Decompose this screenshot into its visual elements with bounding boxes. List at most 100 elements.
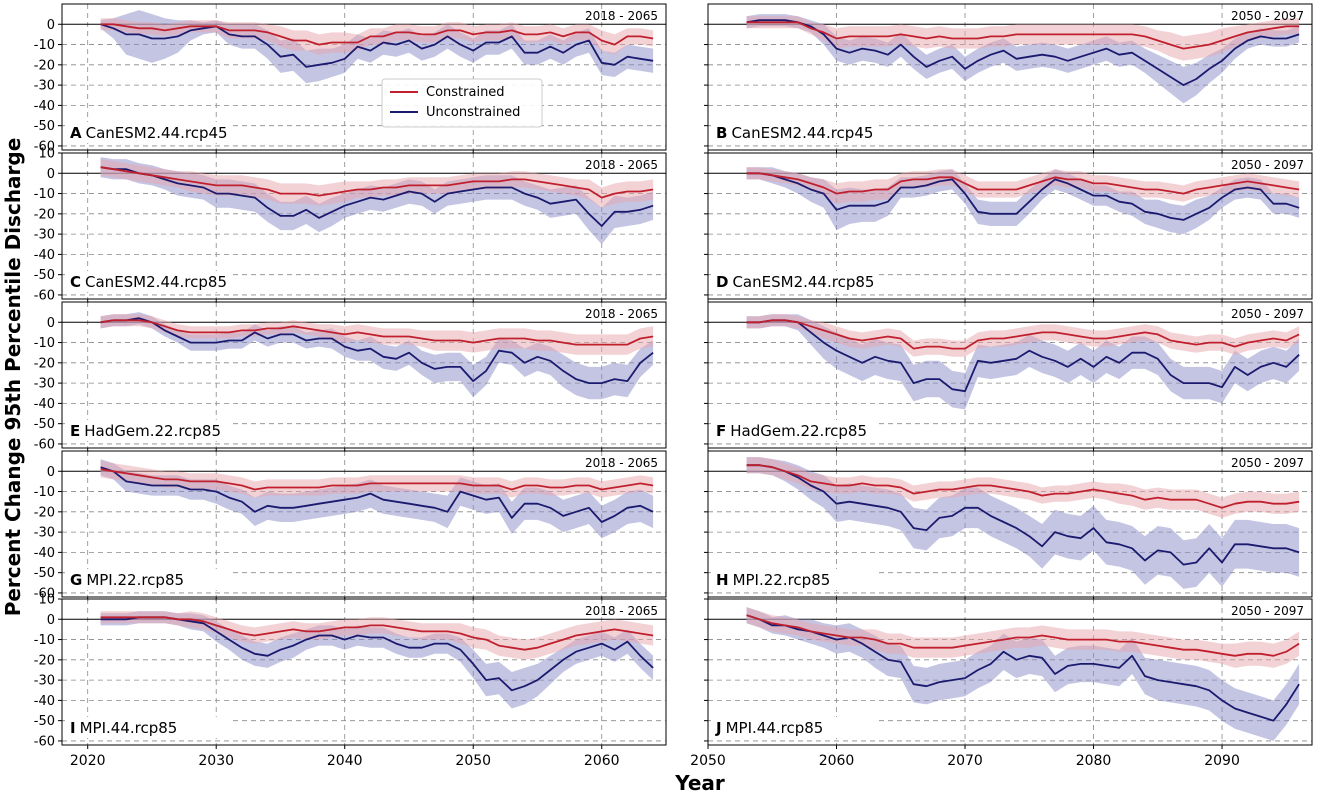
x-axis-title: Year	[674, 771, 725, 795]
y-tick-label: 10	[38, 147, 55, 162]
constrained-series-line	[746, 319, 1300, 350]
panel-a: 0 -10 -20 -30 -40 -50 -60 2018 - 2065 A CanESM2.4…	[34, 3, 667, 154]
plot-area	[746, 314, 1300, 410]
panel-model-name: MPI.22.rcp85	[733, 571, 831, 589]
x-tick-label: 2050	[455, 753, 491, 769]
unconstrained-series-line	[100, 616, 654, 692]
panel-j: 2050 2060 2070 2080 2090 2050 - 2097 J MPI.44.r…	[690, 598, 1313, 769]
plot-area	[746, 14, 1300, 104]
panel-label-bg	[711, 420, 876, 441]
y-tick-label: 0	[47, 18, 55, 33]
y-tick-label: -10	[34, 336, 55, 351]
y-tick-label: -50	[34, 714, 55, 729]
panel-letter: E	[70, 422, 80, 440]
panel-label: G MPI.22.rcp85	[70, 571, 184, 589]
y-tick-label: -60	[34, 288, 55, 303]
panel-label-bg	[65, 569, 230, 590]
panel-label-bg	[711, 271, 876, 292]
constrained-band	[100, 159, 654, 208]
panel-model-name: HadGem.22.rcp85	[730, 422, 867, 440]
legend: Constrained Unconstrained	[381, 78, 543, 128]
unconstrained-series-line	[746, 319, 1300, 393]
x-tick-label: 2080	[1076, 753, 1112, 769]
y-tick-label: -20	[34, 356, 55, 371]
plot-area	[746, 167, 1300, 235]
x-tick-label: 2070	[947, 753, 983, 769]
panel-label-bg	[65, 717, 230, 738]
x-tick-label: 2050	[690, 753, 726, 769]
panel-label: D CanESM2.44.rcp85	[716, 273, 874, 291]
x-tick-label: 2090	[1204, 753, 1240, 769]
unconstrained-series-line	[746, 464, 1300, 566]
constrained-series-line	[100, 616, 654, 651]
constrained-series-line	[100, 166, 654, 199]
panel-letter: C	[70, 273, 81, 291]
y-tick-label: -10	[34, 187, 55, 202]
panel-range-label: 2018 - 2065	[585, 9, 658, 23]
y-tick-label: -30	[34, 228, 55, 243]
panel-label: A CanESM2.44.rcp45	[70, 124, 228, 142]
constrained-series-line	[100, 319, 654, 346]
panel-model-name: CanESM2.44.rcp85	[732, 273, 874, 291]
y-tick-label: -50	[34, 566, 55, 581]
panel-model-name: CanESM2.44.rcp45	[731, 124, 873, 142]
y-tick-label: 0	[47, 465, 55, 480]
constrained-band	[100, 314, 654, 355]
plot-area	[746, 607, 1300, 741]
plot-area	[746, 457, 1300, 589]
constrained-series-line	[100, 468, 654, 491]
panel-f: 2050 - 2097 F HadGem.22.rcp85	[704, 301, 1313, 452]
unconstrained-series-line	[746, 172, 1300, 221]
unconstrained-band	[100, 312, 654, 400]
panel-frame	[61, 3, 667, 151]
constrained-series-line	[100, 23, 654, 46]
unconstrained-band	[746, 14, 1300, 104]
panel-range-label: 2050 - 2097	[1231, 456, 1304, 470]
legend-label-unconstrained: Unconstrained	[426, 105, 520, 120]
unconstrained-series-line	[100, 23, 654, 68]
y-tick-label: -30	[34, 377, 55, 392]
panel-frame	[61, 450, 667, 598]
y-tick-label: -60	[34, 437, 55, 452]
unconstrained-series-line	[746, 614, 1300, 722]
constrained-series-line	[746, 614, 1300, 657]
panel-d: 2050 - 2097 D CanESM2.44.rcp85	[704, 152, 1313, 303]
legend-label-constrained: Constrained	[426, 85, 505, 100]
unconstrained-band	[746, 167, 1300, 235]
y-tick-label: -10	[34, 38, 55, 53]
panel-label: C CanESM2.44.rcp85	[70, 273, 227, 291]
panel-label-bg	[711, 122, 876, 143]
panel-range-label: 2018 - 2065	[585, 158, 658, 172]
panel-model-name: CanESM2.44.rcp85	[85, 273, 227, 291]
y-tick-label: -20	[34, 207, 55, 222]
y-tick-label: 0	[47, 316, 55, 331]
panel-frame	[61, 152, 667, 300]
panel-label: B CanESM2.44.rcp45	[716, 124, 873, 142]
panel-frame	[707, 301, 1313, 449]
plot-area	[100, 10, 654, 84]
panel-letter: B	[716, 124, 727, 142]
unconstrained-series-line	[100, 466, 654, 523]
panel-letter: G	[70, 571, 82, 589]
x-tick-label: 2060	[584, 753, 620, 769]
y-tick-label: -30	[34, 526, 55, 541]
panel-b: 2050 - 2097 B CanESM2.44.rcp45	[704, 3, 1313, 154]
panel-range-label: 2050 - 2097	[1231, 604, 1304, 618]
constrained-series-line	[746, 172, 1300, 195]
panel-h: 2050 - 2097 H MPI.22.rcp85	[704, 450, 1313, 601]
legend-box	[381, 78, 543, 128]
panel-label-bg	[65, 271, 230, 292]
y-tick-label: -10	[34, 633, 55, 648]
y-axis-title: Percent Change 95th Percentile Discharge	[1, 138, 25, 617]
panel-range-label: 2050 - 2097	[1231, 158, 1304, 172]
y-tick-label: -10	[34, 485, 55, 500]
plot-area	[100, 157, 654, 245]
y-tick-label: -30	[34, 674, 55, 689]
panel-model-name: HadGem.22.rcp85	[84, 422, 221, 440]
unconstrained-series-line	[100, 317, 654, 385]
panel-range-label: 2018 - 2065	[585, 307, 658, 321]
y-tick-label: -60	[34, 586, 55, 601]
plot-area	[100, 459, 654, 539]
